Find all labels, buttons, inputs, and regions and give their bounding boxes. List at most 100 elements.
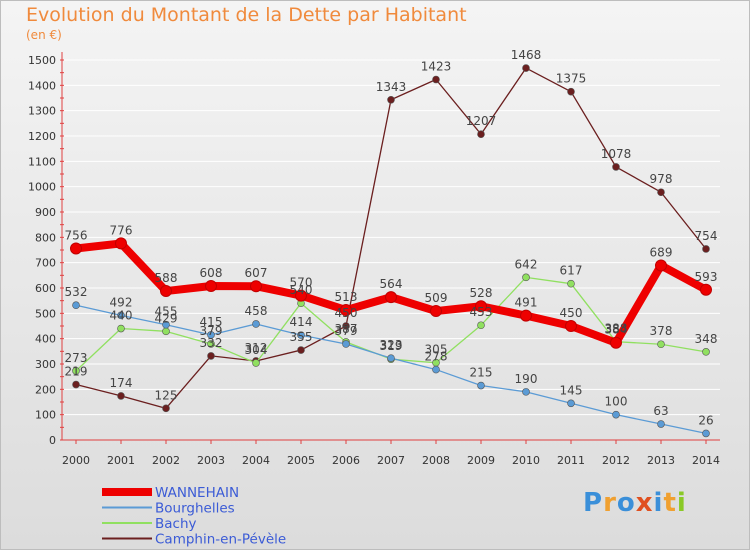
data-label: 1468 (511, 48, 542, 62)
data-label: 355 (290, 330, 313, 344)
data-label: 458 (245, 304, 268, 318)
data-point (115, 237, 127, 250)
data-point (477, 321, 485, 330)
data-point (72, 367, 80, 375)
y-tick-label: 800 (35, 231, 56, 244)
x-tick-label: 2003 (197, 454, 225, 467)
data-label: 388 (605, 322, 628, 336)
data-label: 532 (65, 285, 88, 299)
data-point (700, 283, 712, 296)
x-tick-label: 2013 (647, 454, 675, 467)
data-label: 642 (515, 257, 538, 271)
data-label: 1343 (376, 80, 407, 94)
y-tick-label: 600 (35, 282, 56, 295)
data-point (702, 348, 710, 356)
data-point (387, 95, 395, 104)
data-point (657, 420, 665, 428)
data-label: 415 (200, 315, 223, 329)
logo-letter: t (663, 488, 677, 518)
data-label: 607 (245, 266, 268, 280)
data-label: 450 (335, 306, 358, 320)
data-label: 455 (155, 305, 178, 319)
data-label: 593 (695, 270, 718, 284)
legend-label: Camphin-en-Pévèle (155, 532, 286, 548)
y-tick-label: 500 (35, 307, 56, 320)
data-label: 776 (110, 223, 133, 237)
x-tick-label: 2004 (242, 454, 270, 467)
data-label: 190 (515, 372, 538, 386)
data-label: 26 (698, 413, 713, 427)
legend-label: WANNEHAIN (155, 485, 239, 501)
data-label: 145 (560, 383, 583, 397)
data-label: 492 (110, 295, 133, 309)
y-tick-label: 400 (35, 333, 56, 346)
data-point (522, 64, 530, 72)
data-point (522, 273, 530, 282)
data-label: 348 (695, 332, 718, 346)
y-tick-label: 100 (35, 409, 56, 422)
y-tick-label: 1500 (28, 54, 56, 67)
chart-subtitle: (en €) (26, 28, 62, 42)
data-point (475, 300, 487, 313)
y-tick-label: 200 (35, 383, 56, 396)
data-label: 278 (425, 350, 448, 364)
data-label: 978 (650, 172, 673, 186)
y-tick-label: 1400 (28, 79, 56, 92)
data-point (432, 75, 440, 84)
x-tick-label: 2002 (152, 454, 180, 467)
chart-title: Evolution du Montant de la Dette par Hab… (26, 4, 467, 26)
x-tick-label: 2006 (332, 454, 360, 467)
data-label: 570 (290, 276, 313, 290)
data-point (612, 410, 620, 419)
data-label: 689 (650, 245, 673, 259)
x-tick-label: 2014 (692, 454, 720, 467)
data-point (297, 346, 305, 354)
y-tick-label: 300 (35, 358, 56, 371)
data-label: 414 (290, 315, 313, 329)
data-point (522, 388, 530, 396)
y-tick-label: 700 (35, 257, 56, 270)
legend-label: Bourghelles (155, 501, 235, 517)
data-label: 429 (155, 311, 178, 325)
data-label: 608 (200, 266, 223, 280)
data-label: 219 (65, 365, 88, 379)
data-point (702, 429, 710, 438)
data-point (117, 392, 125, 400)
data-point (252, 359, 260, 367)
data-label: 215 (470, 366, 493, 380)
data-label: 125 (155, 388, 178, 402)
data-point (702, 245, 710, 253)
data-label: 1078 (601, 147, 632, 161)
logo-letter: r (603, 488, 617, 518)
data-label: 509 (425, 291, 448, 305)
data-label: 319 (380, 339, 403, 353)
data-point (117, 311, 125, 320)
y-tick-label: 1000 (28, 181, 56, 194)
data-point (162, 404, 170, 413)
data-point (340, 304, 352, 317)
logo-letter: o (616, 488, 636, 518)
data-point (430, 305, 442, 318)
data-label: 528 (470, 286, 493, 300)
x-tick-label: 2008 (422, 454, 450, 467)
data-point (207, 331, 215, 339)
data-label: 174 (110, 376, 133, 390)
data-point (565, 320, 577, 332)
data-label: 1423 (421, 60, 452, 74)
data-point (342, 322, 350, 330)
data-label: 1207 (466, 114, 497, 128)
data-label: 540 (290, 283, 313, 297)
data-label: 305 (425, 343, 448, 357)
data-label: 453 (470, 305, 493, 319)
logo-letter: x (635, 488, 654, 518)
data-label: 323 (380, 338, 403, 352)
x-tick-label: 2007 (377, 454, 405, 467)
logo-letter: P (583, 488, 604, 518)
data-point (610, 336, 622, 349)
data-label: 617 (560, 264, 583, 278)
data-point (250, 280, 262, 293)
y-tick-label: 1200 (28, 130, 56, 143)
data-label: 756 (65, 228, 88, 242)
data-point (295, 289, 307, 302)
